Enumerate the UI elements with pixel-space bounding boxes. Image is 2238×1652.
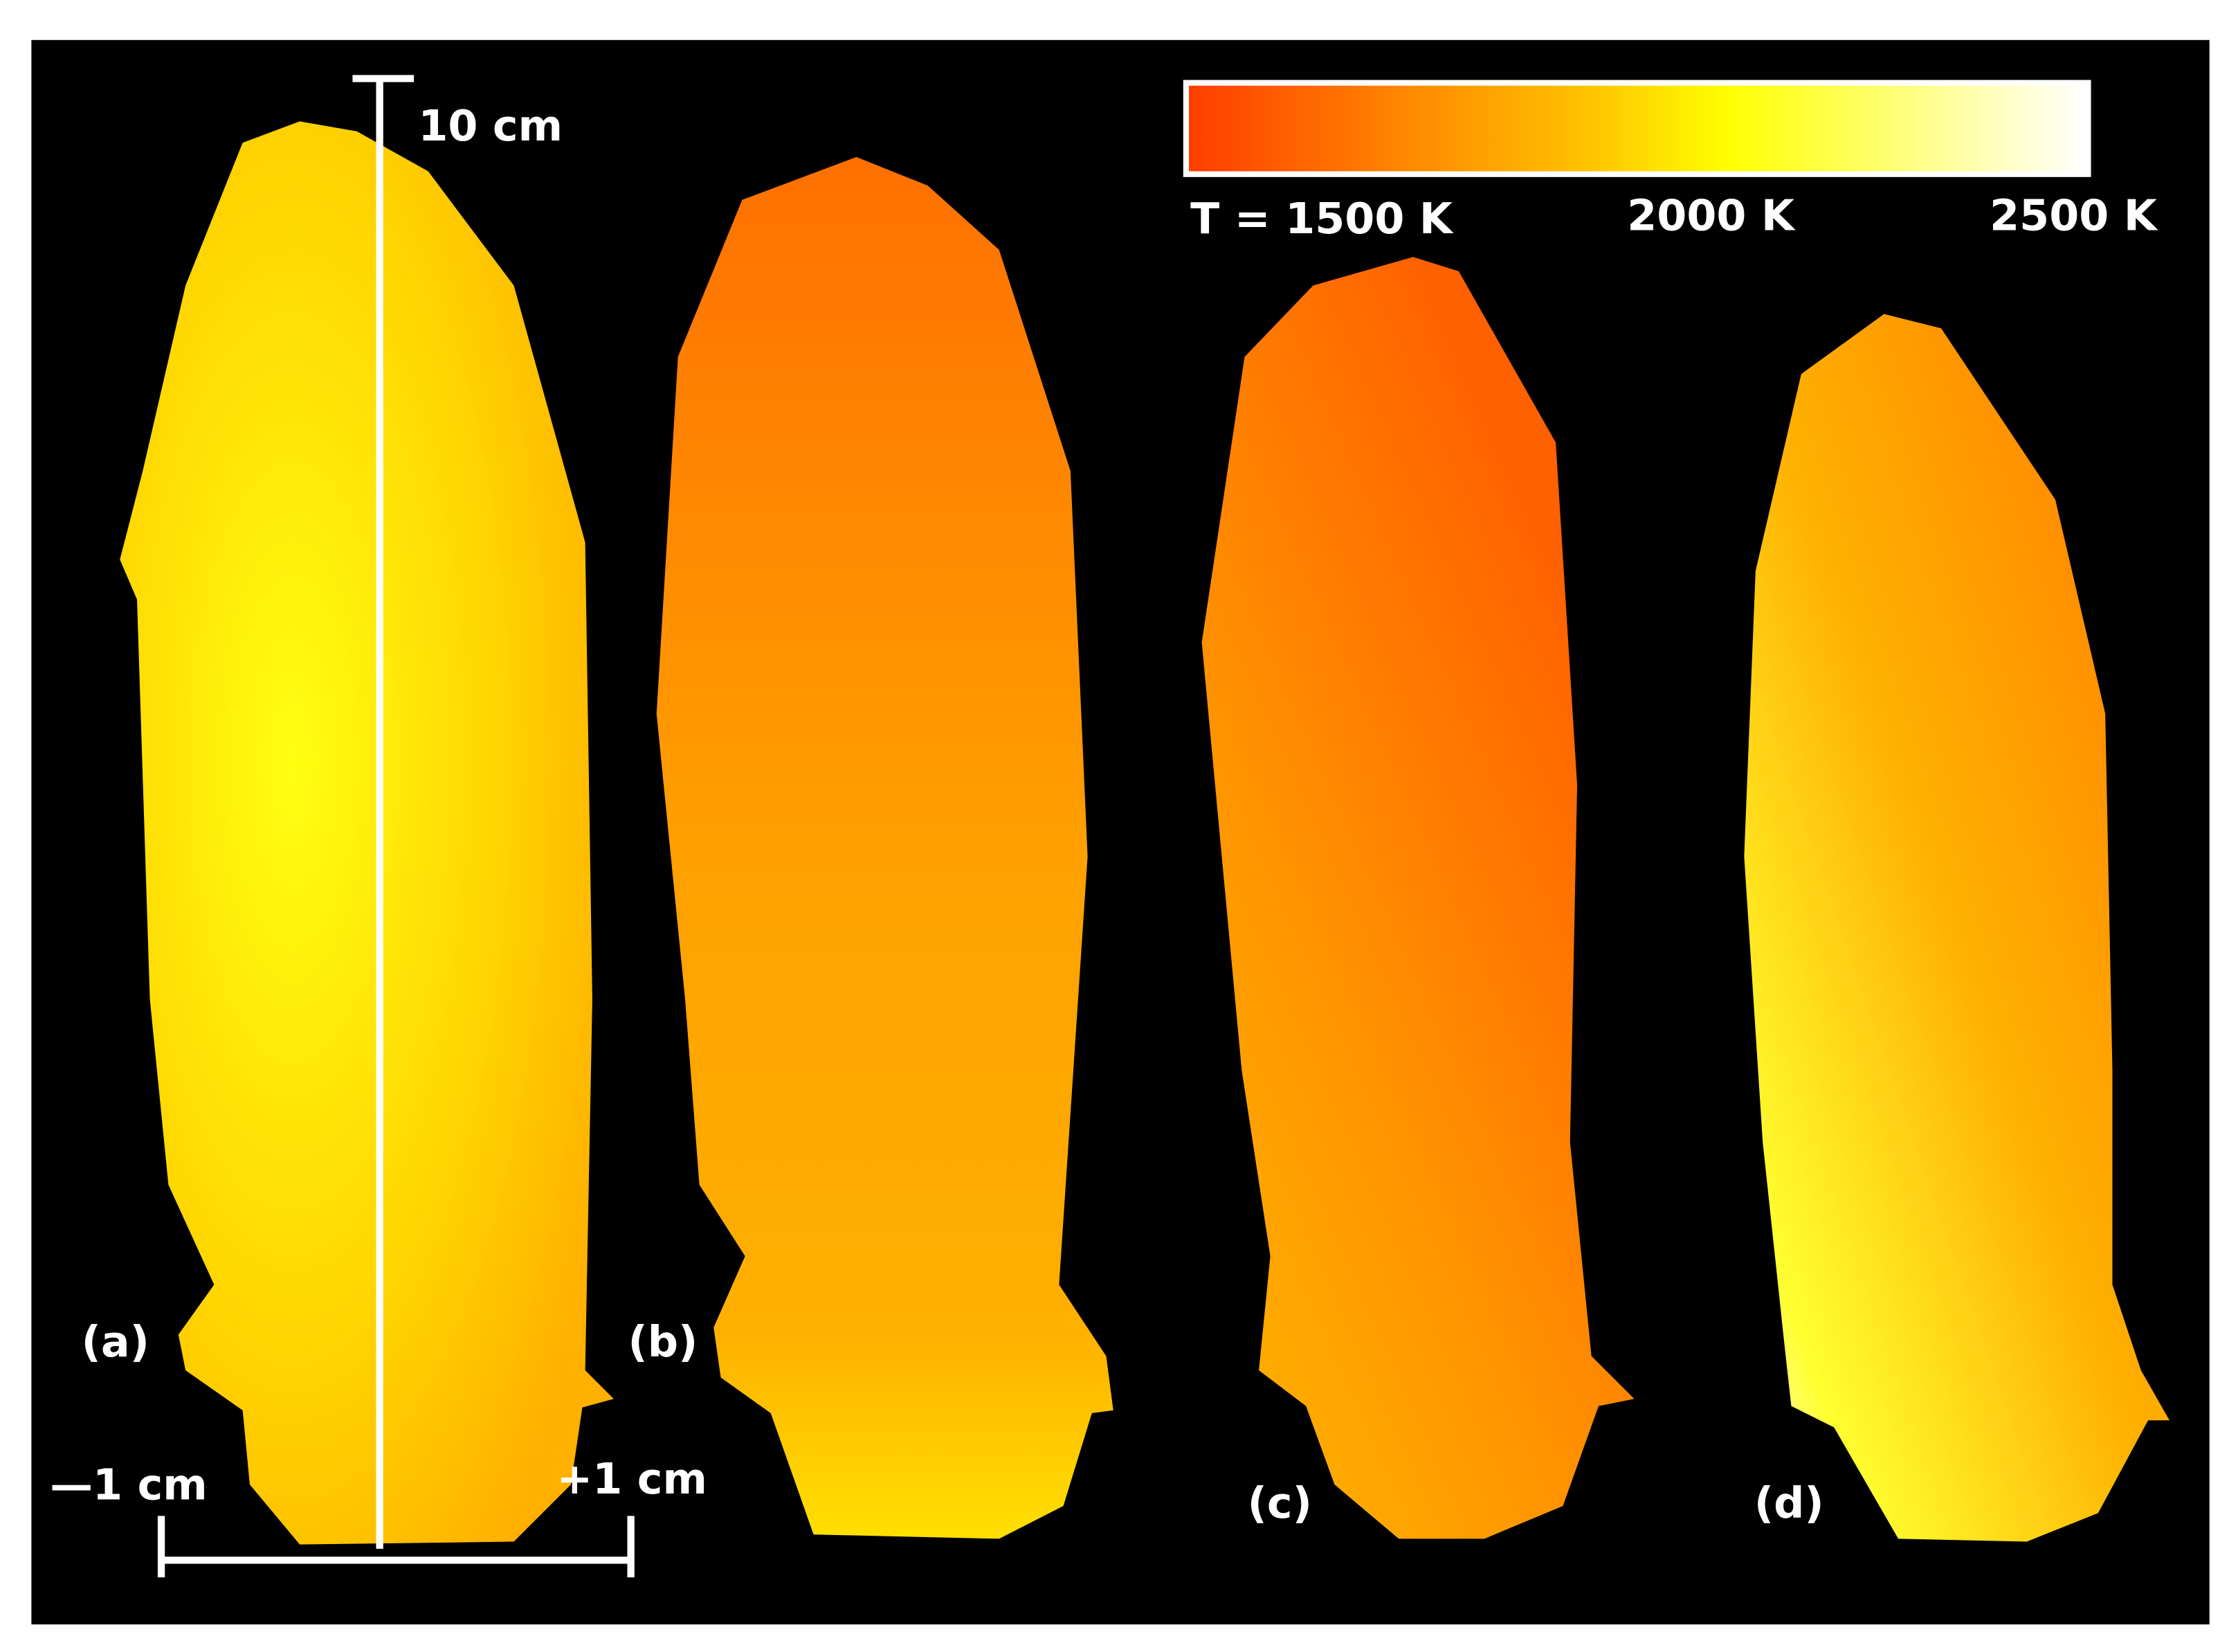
scale-label: 10 cm [418, 101, 563, 151]
colorbar-label: 2500 K [1990, 191, 2158, 241]
flame-c [1201, 257, 1635, 1539]
colorbar-label: T = 1500 K [1190, 194, 1454, 244]
colorbar-label: 2000 K [1627, 191, 1796, 241]
panel-label: (b) [628, 1317, 698, 1367]
flame-b [656, 156, 1113, 1539]
scale-bars [157, 75, 635, 1578]
panel-label: (d) [1754, 1478, 1824, 1528]
panel-label: (a) [82, 1317, 149, 1367]
flame-d [1744, 314, 2169, 1542]
colorbar [1183, 80, 2091, 177]
scale-label: —1 cm [50, 1460, 208, 1509]
flame-a [120, 121, 614, 1545]
panel-label: (c) [1248, 1478, 1312, 1528]
scale-label: +1 cm [556, 1454, 707, 1504]
